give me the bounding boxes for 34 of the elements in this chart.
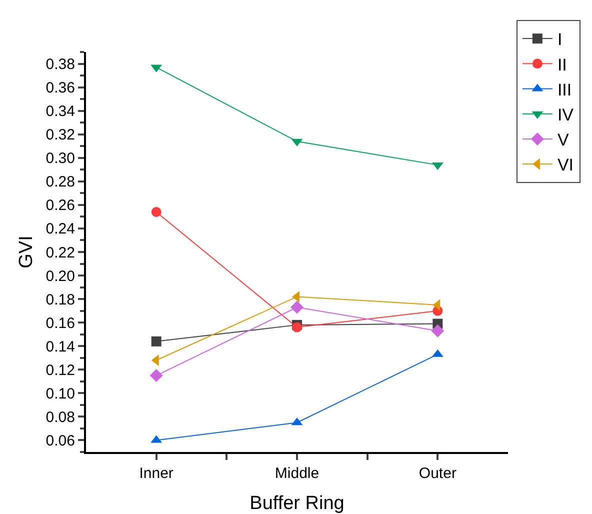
legend-label: III bbox=[557, 80, 572, 100]
x-axis-title: Buffer Ring bbox=[250, 493, 344, 514]
y-tick-label: 0.28 bbox=[46, 174, 75, 191]
y-tick-label: 0.08 bbox=[46, 408, 75, 426]
point bbox=[292, 322, 302, 332]
x-tick-label: Middle bbox=[274, 465, 320, 482]
x-tick-label: Outer bbox=[418, 465, 456, 482]
x-tick-label: Inner bbox=[139, 465, 174, 482]
y-tick-label: 0.18 bbox=[46, 291, 75, 308]
point bbox=[290, 300, 304, 314]
point bbox=[150, 369, 163, 382]
point bbox=[151, 336, 162, 346]
y-tick-label: 0.26 bbox=[46, 197, 75, 214]
y-tick-label: 0.38 bbox=[46, 56, 75, 74]
y-tick-label: 0.36 bbox=[46, 80, 75, 97]
legend-label: IV bbox=[557, 105, 574, 124]
legend-label: I bbox=[557, 30, 562, 50]
y-tick-label: 0.14 bbox=[46, 338, 75, 356]
point bbox=[431, 324, 444, 338]
y-tick-label: 0.06 bbox=[46, 432, 75, 450]
legend-label: II bbox=[557, 55, 567, 74]
y-tick-label: 0.16 bbox=[46, 314, 75, 332]
y-tick-label: 0.12 bbox=[46, 362, 75, 379]
y-tick-label: 0.22 bbox=[46, 244, 75, 262]
y-axis-title: GVI bbox=[16, 236, 38, 268]
legend-label: V bbox=[557, 130, 570, 150]
y-tick-label: 0.30 bbox=[46, 150, 75, 168]
y-tick-label: 0.20 bbox=[46, 268, 75, 285]
point bbox=[151, 207, 162, 217]
y-tick-label: 0.24 bbox=[46, 220, 75, 238]
y-tick-label: 0.32 bbox=[46, 126, 75, 144]
y-tick-label: 0.10 bbox=[46, 385, 75, 402]
y-tick-label: 0.34 bbox=[46, 103, 75, 120]
legend-label: VI bbox=[557, 156, 574, 175]
